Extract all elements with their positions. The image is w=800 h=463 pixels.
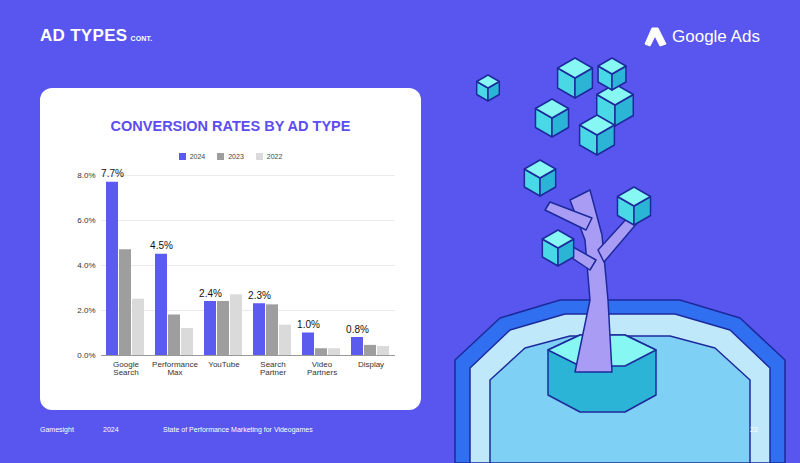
svg-text:YouTube: YouTube (208, 360, 240, 369)
html-text:2024: 2024 (189, 153, 206, 160)
svg-text:2.4%: 2.4% (199, 288, 222, 299)
svg-text:Display: Display (358, 360, 384, 369)
svg-text:0.8%: 0.8% (346, 324, 369, 335)
html-text:State of Performance Marketing: State of Performance Marketing for Video… (163, 426, 313, 433)
html-text:AD TYPES: AD TYPES (40, 26, 128, 45)
svg-text:7.7%: 7.7% (101, 168, 124, 179)
html-text:Google Ads: Google Ads (672, 27, 760, 46)
svg-text:1.0%: 1.0% (297, 319, 320, 330)
svg-text:GoogleSearch: GoogleSearch (113, 360, 139, 377)
svg-text:4.5%: 4.5% (150, 240, 173, 251)
svg-text:PerformanceMax: PerformanceMax (152, 360, 198, 377)
svg-text:6.0%: 6.0% (77, 216, 95, 225)
svg-text:2.0%: 2.0% (77, 306, 95, 315)
svg-text:2.3%: 2.3% (248, 290, 271, 301)
html-text:Gamesight: Gamesight (40, 426, 74, 433)
html-text:2023: 2023 (228, 153, 244, 160)
svg-text:0.0%: 0.0% (77, 351, 95, 360)
svg-text:SearchPartner: SearchPartner (260, 360, 287, 377)
svg-text:8.0%: 8.0% (77, 171, 95, 180)
html-text:22: 22 (750, 426, 758, 433)
svg-text:4.0%: 4.0% (77, 261, 95, 270)
html-text:CONT.: CONT. (130, 35, 153, 42)
svg-text:VideoPartners: VideoPartners (307, 360, 337, 377)
html-text:2022: 2022 (266, 153, 283, 160)
html-text:CONVERSION RATES BY AD TYPE: CONVERSION RATES BY AD TYPE (110, 118, 351, 134)
html-text:2024: 2024 (103, 426, 119, 433)
